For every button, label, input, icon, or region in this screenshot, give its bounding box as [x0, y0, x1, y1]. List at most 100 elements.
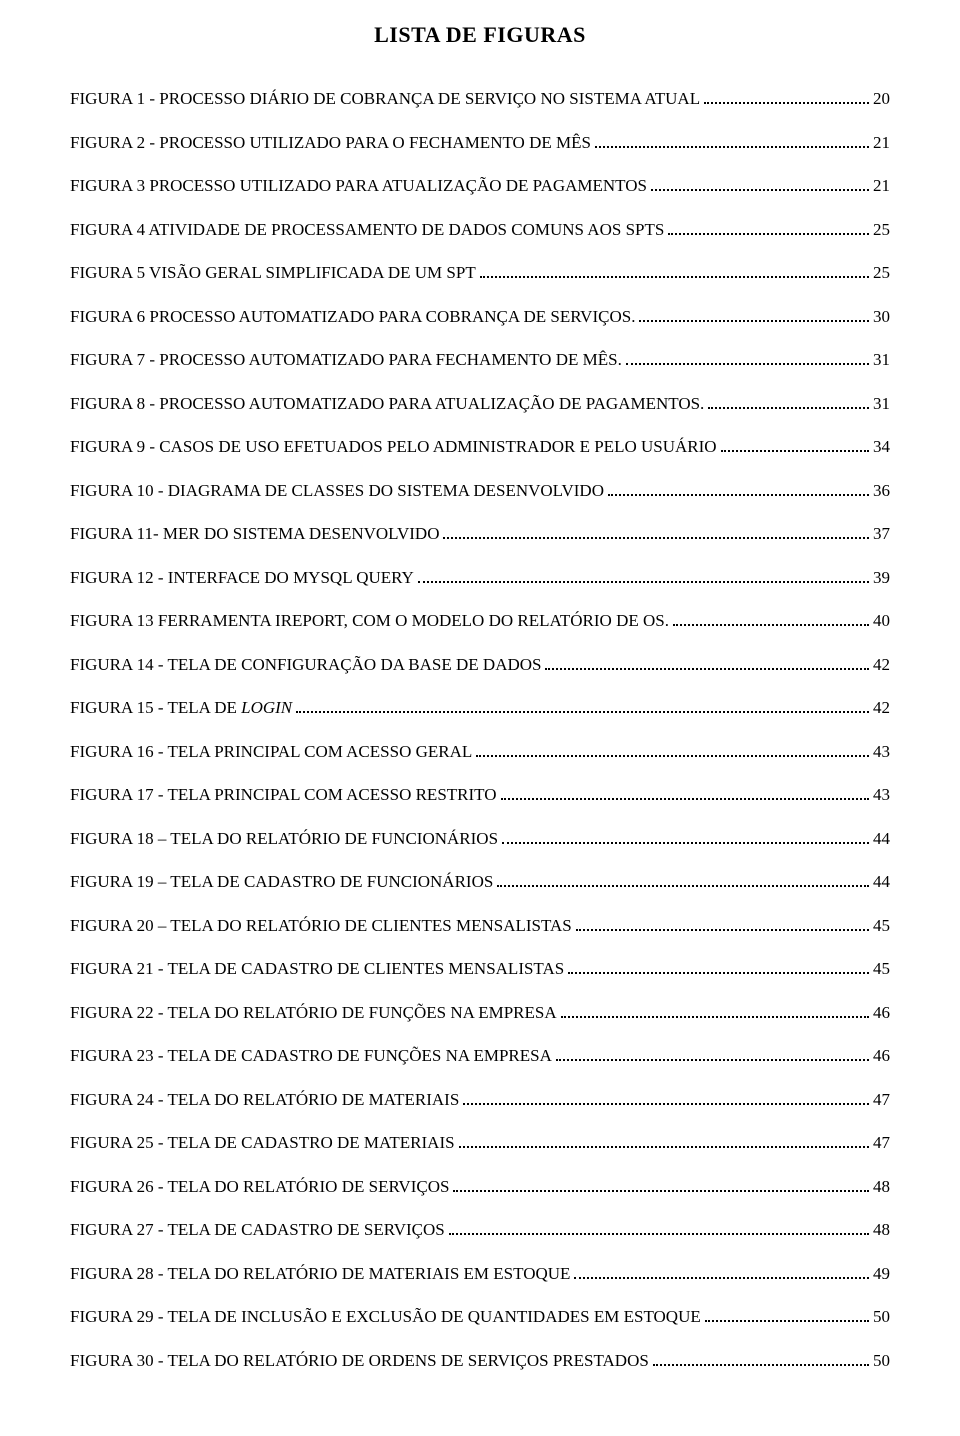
- figure-label-text: IGURA 18 – TELA DO RELATÓRIO DE FUNCIONÁ…: [79, 829, 498, 848]
- figure-label-text: IGURA 22 - TELA DO RELATÓRIO DE FUNÇÕES …: [79, 1003, 556, 1022]
- figure-page-number: 49: [873, 1261, 890, 1287]
- figure-label-text: IGURA 25 - TELA DE CADASTRO DE MATERIAIS: [79, 1133, 454, 1152]
- dot-leader: [459, 1132, 869, 1148]
- dot-leader: [668, 219, 869, 235]
- figure-label: FIGURA 11- MER DO SISTEMA DESENVOLVIDO: [70, 521, 439, 547]
- figure-entry: FIGURA 28 - TELA DO RELATÓRIO DE MATERIA…: [70, 1261, 890, 1287]
- figure-page-number: 42: [873, 652, 890, 678]
- figure-label-text: IGURA 20 – TELA DO RELATÓRIO DE CLIENTES…: [79, 916, 571, 935]
- figure-page-number: 36: [873, 478, 890, 504]
- dot-leader: [626, 349, 869, 365]
- dot-leader: [453, 1176, 869, 1192]
- figure-entry: FIGURA 20 – TELA DO RELATÓRIO DE CLIENTE…: [70, 913, 890, 939]
- figure-label-text: IGURA 21 - TELA DE CADASTRO DE CLIENTES …: [79, 959, 564, 978]
- figure-label-text: IGURA 27 - TELA DE CADASTRO DE SERVIÇOS: [79, 1220, 444, 1239]
- dot-leader: [480, 262, 869, 278]
- figure-entry: FIGURA 24 - TELA DO RELATÓRIO DE MATERIA…: [70, 1087, 890, 1113]
- figure-label: FIGURA 12 - INTERFACE DO MYSQL QUERY: [70, 565, 414, 591]
- figure-label: FIGURA 18 – TELA DO RELATÓRIO DE FUNCION…: [70, 826, 498, 852]
- figure-entry: FIGURA 29 - TELA DE INCLUSÃO E EXCLUSÃO …: [70, 1304, 890, 1330]
- figure-page-number: 45: [873, 913, 890, 939]
- figure-label-text: IGURA 10 - DIAGRAMA DE CLASSES DO SISTEM…: [79, 481, 604, 500]
- figure-entry: FIGURA 8 - PROCESSO AUTOMATIZADO PARA AT…: [70, 391, 890, 417]
- dot-leader: [502, 828, 869, 844]
- dot-leader: [497, 871, 869, 887]
- dot-leader: [561, 1002, 869, 1018]
- figure-label: FIGURA 26 - TELA DO RELATÓRIO DE SERVIÇO…: [70, 1174, 449, 1200]
- figure-page-number: 25: [873, 217, 890, 243]
- figure-entry: FIGURA 15 - TELA DE LOGIN 42: [70, 695, 890, 721]
- dot-leader: [463, 1089, 869, 1105]
- figure-page-number: 43: [873, 782, 890, 808]
- figure-label: FIGURA 28 - TELA DO RELATÓRIO DE MATERIA…: [70, 1261, 570, 1287]
- dot-leader: [708, 393, 869, 409]
- figure-label-text: IGURA 11- MER DO SISTEMA DESENVOLVIDO: [79, 524, 439, 543]
- figure-label: FIGURA 23 - TELA DE CADASTRO DE FUNÇÕES …: [70, 1043, 552, 1069]
- figure-label-text: IGURA 14 - TELA DE CONFIGURAÇÃO DA BASE …: [79, 655, 541, 674]
- dot-leader: [576, 915, 869, 931]
- figure-label-text: IGURA 23 - TELA DE CADASTRO DE FUNÇÕES N…: [79, 1046, 551, 1065]
- dot-leader: [443, 523, 869, 539]
- figure-label-text: IGURA 7 - PROCESSO AUTOMATIZADO PARA FEC…: [79, 350, 621, 369]
- figure-page-number: 46: [873, 1043, 890, 1069]
- figure-label: FIGURA 8 - PROCESSO AUTOMATIZADO PARA AT…: [70, 391, 704, 417]
- figure-label-text: IGURA 8 - PROCESSO AUTOMATIZADO PARA ATU…: [79, 394, 704, 413]
- figure-page-number: 30: [873, 304, 890, 330]
- figure-entry: FIGURA 5 VISÃO GERAL SIMPLIFICADA DE UM …: [70, 260, 890, 286]
- figure-page-number: 21: [873, 130, 890, 156]
- figure-page-number: 50: [873, 1304, 890, 1330]
- page-title: LISTA DE FIGURAS: [70, 22, 890, 48]
- figure-label-text: IGURA 4 ATIVIDADE DE PROCESSAMENTO DE DA…: [79, 220, 664, 239]
- figure-page-number: 20: [873, 86, 890, 112]
- dot-leader: [568, 958, 869, 974]
- figure-page-number: 39: [873, 565, 890, 591]
- figure-label: FIGURA 5 VISÃO GERAL SIMPLIFICADA DE UM …: [70, 260, 476, 286]
- figure-label: FIGURA 13 FERRAMENTA IREPORT, COM O MODE…: [70, 608, 669, 634]
- figure-label: FIGURA 2 - PROCESSO UTILIZADO PARA O FEC…: [70, 130, 591, 156]
- figure-label: FIGURA 25 - TELA DE CADASTRO DE MATERIAI…: [70, 1130, 455, 1156]
- figure-label: FIGURA 29 - TELA DE INCLUSÃO E EXCLUSÃO …: [70, 1304, 701, 1330]
- figure-page-number: 31: [873, 391, 890, 417]
- figure-label: FIGURA 1 - PROCESSO DIÁRIO DE COBRANÇA D…: [70, 86, 700, 112]
- figure-label-text: IGURA 16 - TELA PRINCIPAL COM ACESSO GER…: [79, 742, 472, 761]
- figure-entry: FIGURA 23 - TELA DE CADASTRO DE FUNÇÕES …: [70, 1043, 890, 1069]
- figure-entry: FIGURA 19 – TELA DE CADASTRO DE FUNCIONÁ…: [70, 869, 890, 895]
- figure-page-number: 47: [873, 1130, 890, 1156]
- figure-entry: FIGURA 22 - TELA DO RELATÓRIO DE FUNÇÕES…: [70, 1000, 890, 1026]
- figure-page-number: 42: [873, 695, 890, 721]
- figure-page-number: 48: [873, 1174, 890, 1200]
- figure-label: FIGURA 4 ATIVIDADE DE PROCESSAMENTO DE D…: [70, 217, 664, 243]
- figure-entry: FIGURA 14 - TELA DE CONFIGURAÇÃO DA BASE…: [70, 652, 890, 678]
- figure-label: FIGURA 17 - TELA PRINCIPAL COM ACESSO RE…: [70, 782, 497, 808]
- figure-label: FIGURA 7 - PROCESSO AUTOMATIZADO PARA FE…: [70, 347, 622, 373]
- figure-entry: FIGURA 25 - TELA DE CADASTRO DE MATERIAI…: [70, 1130, 890, 1156]
- figure-label-text: IGURA 2 - PROCESSO UTILIZADO PARA O FECH…: [79, 133, 590, 152]
- figure-entry: FIGURA 13 FERRAMENTA IREPORT, COM O MODE…: [70, 608, 890, 634]
- figure-entry: FIGURA 26 - TELA DO RELATÓRIO DE SERVIÇO…: [70, 1174, 890, 1200]
- figure-label-text: IGURA 26 - TELA DO RELATÓRIO DE SERVIÇOS: [79, 1177, 449, 1196]
- dot-leader: [296, 697, 869, 713]
- figure-page-number: 21: [873, 173, 890, 199]
- figure-entry: FIGURA 11- MER DO SISTEMA DESENVOLVIDO 37: [70, 521, 890, 547]
- figure-label-text: IGURA 30 - TELA DO RELATÓRIO DE ORDENS D…: [79, 1351, 648, 1370]
- figure-entry: FIGURA 27 - TELA DE CADASTRO DE SERVIÇOS…: [70, 1217, 890, 1243]
- figure-page-number: 45: [873, 956, 890, 982]
- figure-label-text: IGURA 13 FERRAMENTA IREPORT, COM O MODEL…: [79, 611, 669, 630]
- figure-label-text: IGURA 19 – TELA DE CADASTRO DE FUNCIONÁR…: [79, 872, 493, 891]
- figure-label-italic: LOGIN: [241, 698, 292, 717]
- dot-leader: [653, 1350, 869, 1366]
- figure-label: FIGURA 19 – TELA DE CADASTRO DE FUNCIONÁ…: [70, 869, 493, 895]
- dot-leader: [418, 567, 869, 583]
- dot-leader: [651, 175, 869, 191]
- figure-page-number: 34: [873, 434, 890, 460]
- document-page: LISTA DE FIGURAS FIGURA 1 - PROCESSO DIÁ…: [0, 0, 960, 1436]
- dot-leader: [704, 88, 869, 104]
- dot-leader: [608, 480, 869, 496]
- dot-leader: [721, 436, 869, 452]
- figure-page-number: 50: [873, 1348, 890, 1374]
- figure-page-number: 37: [873, 521, 890, 547]
- figure-label: FIGURA 6 PROCESSO AUTOMATIZADO PARA COBR…: [70, 304, 635, 330]
- figure-entry: FIGURA 3 PROCESSO UTILIZADO PARA ATUALIZ…: [70, 173, 890, 199]
- figure-label: FIGURA 15 - TELA DE LOGIN: [70, 695, 292, 721]
- dot-leader: [556, 1045, 869, 1061]
